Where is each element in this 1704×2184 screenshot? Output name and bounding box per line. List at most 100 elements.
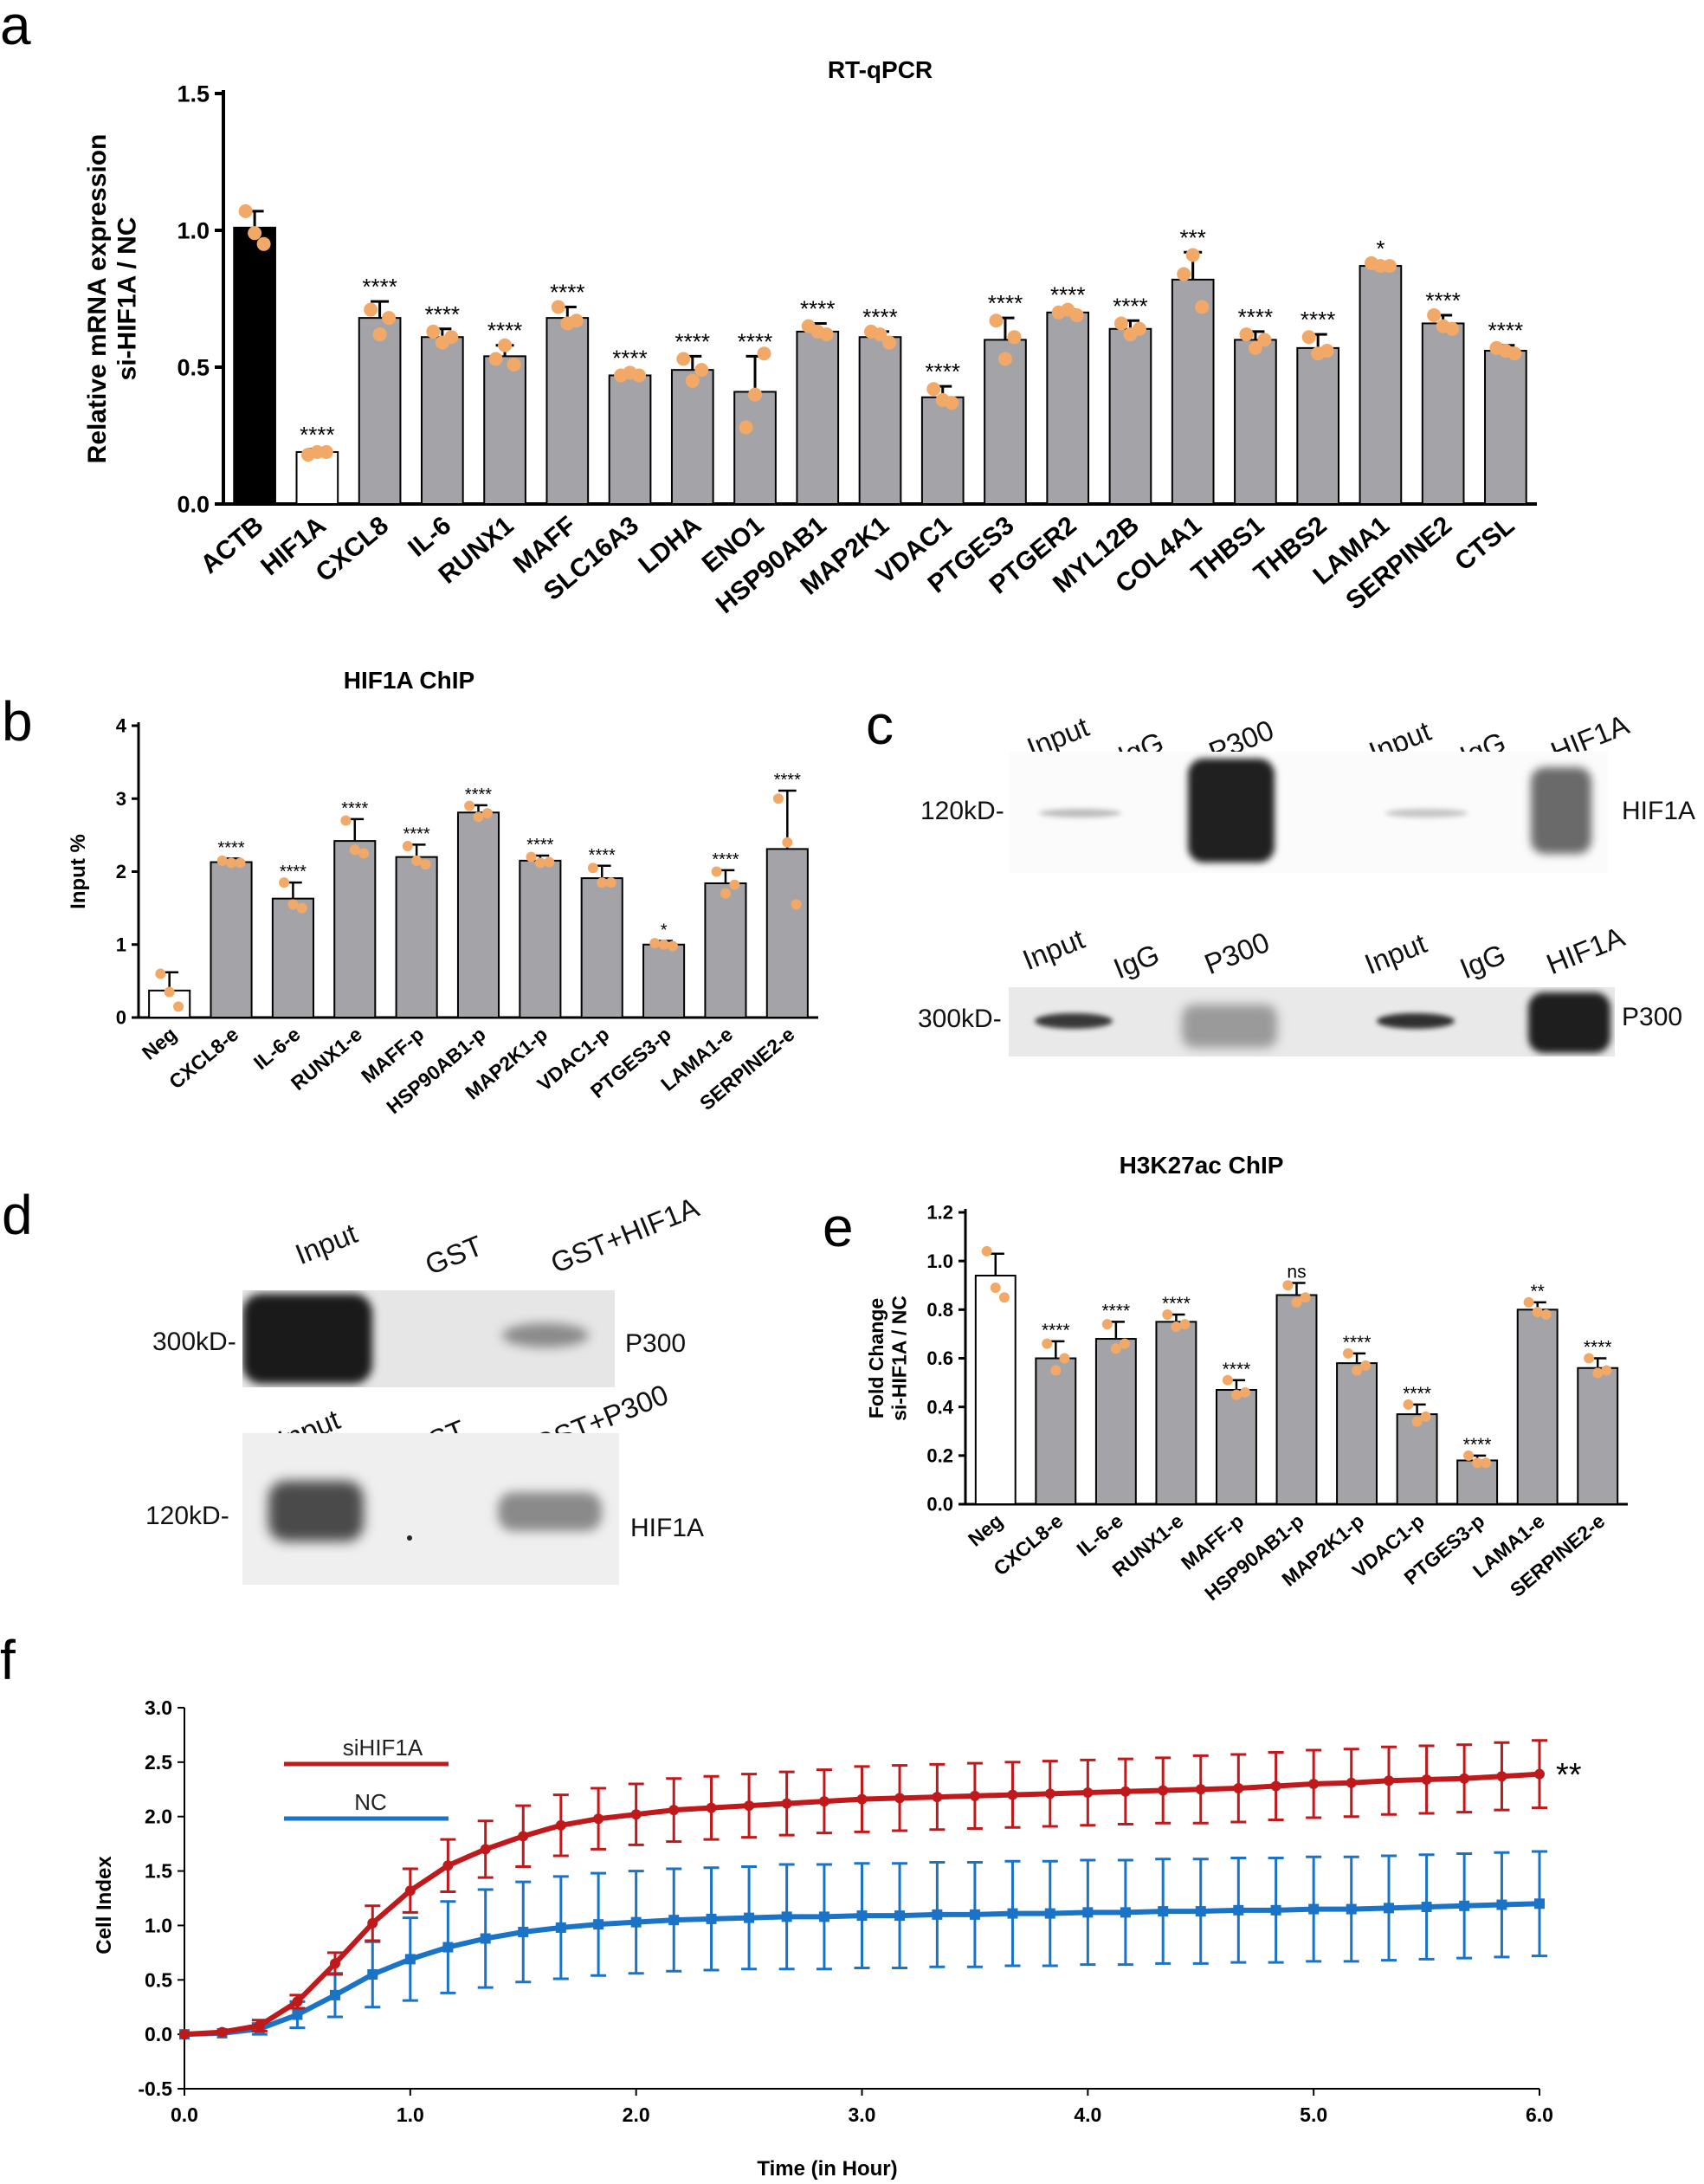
bar-RUNX1-e	[1155, 1321, 1197, 1505]
data-point	[1222, 1374, 1233, 1386]
data-point	[349, 844, 360, 856]
data-point	[1592, 1367, 1604, 1379]
marker-NC	[367, 1969, 378, 1980]
blot-band	[1188, 759, 1275, 863]
bar-SERPINE2-e	[1577, 1367, 1619, 1505]
marker-NC	[630, 1916, 642, 1928]
y-tick-label: 0	[116, 1007, 126, 1029]
marker-NC	[1007, 1908, 1018, 1919]
bar-CXCL8-e	[1035, 1357, 1077, 1505]
y-axis-label: Fold Change	[865, 1298, 888, 1418]
bar-THBS1	[1234, 339, 1277, 505]
marker-siHIF1A	[1120, 1786, 1131, 1797]
marker-siHIF1A	[668, 1805, 680, 1816]
significance-label: **	[1531, 1282, 1545, 1302]
data-point	[1132, 321, 1146, 336]
significance-label: ****	[589, 846, 616, 865]
data-point	[989, 313, 1004, 328]
significance-label: ****	[738, 328, 772, 354]
marker-siHIF1A	[706, 1802, 717, 1813]
significance-label: ****	[1223, 1360, 1251, 1380]
marker-NC	[932, 1909, 943, 1920]
significance-label: ****	[1113, 293, 1147, 319]
marker-siHIF1A	[1233, 1783, 1244, 1794]
data-point	[569, 313, 584, 328]
x-tick-label: 2.0	[623, 2103, 650, 2126]
blot-d-bottom-target: HIF1A	[630, 1514, 705, 1542]
marker-siHIF1A	[1270, 1780, 1281, 1792]
marker-siHIF1A	[1082, 1787, 1094, 1799]
data-point	[1463, 1450, 1475, 1461]
significance-label: ***	[1180, 224, 1206, 250]
blot-band	[1182, 1005, 1277, 1048]
data-point	[667, 940, 678, 952]
significance-label: ****	[1301, 307, 1335, 333]
marker-siHIF1A	[216, 2026, 228, 2038]
panel-label-c: c	[866, 694, 894, 756]
marker-NC	[1082, 1907, 1094, 1918]
data-point	[420, 859, 431, 870]
panel-label-a: a	[0, 0, 31, 56]
significance-label: ****	[403, 824, 430, 843]
data-point	[711, 866, 722, 877]
data-point	[1360, 1360, 1372, 1371]
data-point	[1119, 1338, 1130, 1349]
y-tick-label: 1.2	[926, 1202, 953, 1224]
x-tick-label: 3.0	[849, 2103, 876, 2126]
x-axis-label: Time (in Hour)	[757, 2157, 897, 2181]
marker-NC	[1120, 1907, 1131, 1918]
marker-NC	[555, 1922, 566, 1933]
y-tick-label: 0.4	[926, 1396, 953, 1418]
y-tick-label: 3.0	[145, 1696, 172, 1719]
marker-NC	[518, 1926, 529, 1937]
data-point	[997, 352, 1012, 366]
marker-siHIF1A	[404, 1885, 416, 1896]
significance-label: ****	[362, 274, 397, 300]
bar-HSP90AB1-p	[456, 811, 500, 1018]
significance-label: ****	[988, 290, 1023, 316]
marker-NC	[969, 1909, 980, 1920]
marker-NC	[1459, 1900, 1470, 1911]
significance-label: ****	[425, 301, 460, 327]
marker-NC	[329, 1989, 340, 2000]
marker-NC	[1308, 1903, 1320, 1915]
data-point	[544, 856, 555, 868]
blot-d-bottom-membrane	[242, 1433, 619, 1585]
data-point	[1239, 327, 1254, 342]
blot-c-top-membrane	[1009, 752, 1608, 873]
data-point	[632, 368, 647, 383]
bar-MAP2K1	[858, 336, 902, 505]
x-tick-label: 6.0	[1526, 2103, 1553, 2126]
significance-label: ****	[465, 785, 492, 804]
y-tick-label: 0.0	[145, 2023, 172, 2045]
bar-RUNX1-e	[333, 840, 377, 1018]
data-point	[287, 899, 299, 910]
data-point	[1257, 333, 1272, 347]
blot-d-top-target: P300	[625, 1329, 687, 1358]
significance-label: ****	[526, 836, 553, 855]
blot-speck	[407, 1535, 412, 1541]
data-point	[319, 444, 333, 459]
data-point	[772, 793, 784, 804]
bar-RUNX1	[483, 355, 526, 505]
significance-label: ****	[1343, 1333, 1372, 1353]
data-point	[1101, 1319, 1113, 1330]
chart-title: RT-qPCR	[828, 56, 933, 83]
marker-siHIF1A	[1007, 1789, 1018, 1800]
data-point	[358, 848, 370, 859]
y-tick-label: 1.0	[145, 1914, 172, 1936]
y-tick-label: 1.0	[177, 217, 210, 243]
data-point	[216, 855, 228, 866]
data-point	[498, 338, 513, 352]
y-tick-label: 0.0	[177, 491, 210, 517]
y-tick-label: 4	[116, 715, 127, 737]
marker-NC	[668, 1915, 680, 1926]
significance-label: ****	[280, 863, 307, 882]
marker-siHIF1A	[442, 1860, 454, 1871]
marker-siHIF1A	[1496, 1771, 1507, 1782]
marker-NC	[593, 1919, 604, 1930]
bar-MAFF-p	[1216, 1389, 1257, 1505]
data-point	[1069, 307, 1084, 322]
legend-label-siHIF1A: siHIF1A	[343, 1735, 423, 1761]
